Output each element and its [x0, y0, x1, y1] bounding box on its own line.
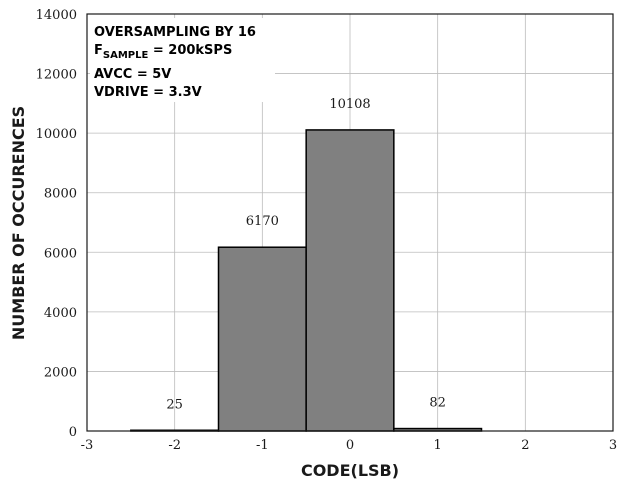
- bar-data-label: 82: [429, 396, 446, 411]
- y-tick-label: 14000: [36, 8, 77, 23]
- plot-frame: [86, 13, 614, 432]
- annotation-fsample-main: F: [94, 43, 103, 58]
- annotation-line-3: AVCC = 5V: [94, 67, 171, 82]
- x-tick-label: 2: [521, 438, 529, 453]
- x-tick-label: 0: [346, 438, 354, 453]
- y-tick-label: 10000: [36, 127, 77, 142]
- annotation-fsample-rest: = 200kSPS: [148, 43, 232, 58]
- x-tick-label: 1: [434, 438, 442, 453]
- x-axis-title: CODE(LSB): [301, 461, 399, 480]
- y-axis-title: NUMBER OF OCCURENCES: [9, 106, 28, 340]
- y-tick-label: 4000: [44, 306, 77, 321]
- x-tick-labels: -3 -2 -1 0 1 2 3: [81, 438, 617, 453]
- data-labels: 25 6170 10108 82: [166, 97, 446, 412]
- bar-data-label: 10108: [329, 97, 370, 112]
- bars: [130, 129, 483, 432]
- y-tick-label: 8000: [44, 187, 77, 202]
- bar-data-label: 25: [166, 397, 183, 412]
- y-tick-label: 2000: [44, 365, 77, 380]
- annotation-line-1: OVERSAMPLING BY 16: [94, 25, 256, 40]
- histogram-bar: [217, 246, 307, 432]
- histogram-bar: [305, 129, 395, 432]
- annotation-line-2: FSAMPLE = 200kSPS: [94, 43, 232, 61]
- annotation-background: [90, 18, 275, 102]
- y-tick-label: 12000: [36, 68, 77, 83]
- annotation-fsample-sub: SAMPLE: [103, 50, 149, 61]
- annotation-line-4: VDRIVE = 3.3V: [94, 85, 202, 100]
- annotation-box: OVERSAMPLING BY 16 FSAMPLE = 200kSPS AVC…: [94, 25, 256, 100]
- y-tick-label: 0: [69, 425, 77, 440]
- x-tick-label: -1: [256, 438, 269, 453]
- x-tick-label: 3: [609, 438, 617, 453]
- x-tick-label: -3: [81, 438, 94, 453]
- y-tick-label: 6000: [44, 246, 77, 261]
- x-tick-label: -2: [168, 438, 181, 453]
- y-tick-labels: 0 2000 4000 6000 8000 10000 12000 14000: [36, 8, 77, 440]
- bar-data-label: 6170: [246, 214, 279, 229]
